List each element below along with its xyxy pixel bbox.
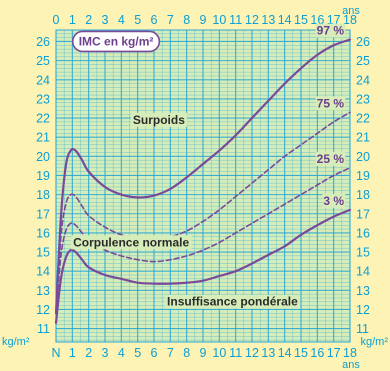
label-bg [315,23,346,38]
x-tick-top: 14 [278,13,292,27]
y-tick-left: 20 [36,150,50,164]
x-tick-bottom: 18 [343,346,357,360]
x-tick-bottom: 11 [229,346,242,360]
x-unit-top: ans [342,5,360,17]
y-tick-right: 15 [356,246,370,260]
x-tick-bottom: 16 [310,346,324,360]
x-tick-bottom: 3 [102,346,109,360]
percentile-3-curve [54,208,352,324]
zone-bg [165,294,301,309]
x-tick-bottom: 7 [167,346,174,360]
y-tick-left: 13 [36,284,50,298]
y-tick-right: 13 [356,284,370,298]
y-tick-right: 21 [356,131,370,145]
title-box [71,30,161,53]
x-unit-bottom: ans [342,359,360,371]
y-tick-right: 23 [356,92,370,106]
y-tick-left: 16 [36,226,50,240]
y-tick-right: 14 [356,265,370,279]
y-tick-right: 24 [356,73,370,87]
y-tick-right: 22 [356,112,370,126]
label-bg [315,96,346,111]
y-tick-left: 14 [36,265,50,279]
y-tick-left: 22 [36,112,50,126]
x-tick-top: 4 [118,13,125,27]
y-tick-right: 12 [356,303,370,317]
y-tick-right: 19 [356,169,370,183]
y-tick-left: 26 [36,35,50,49]
x-tick-bottom: 15 [294,346,308,360]
x-tick-top: 7 [167,13,174,27]
y-tick-left: 15 [36,246,50,260]
y-tick-right: 18 [356,188,370,202]
x-tick-bottom: 8 [183,346,190,360]
label-3: 3 % [323,194,344,208]
x-tick-top: 12 [245,13,259,27]
y-tick-right: 17 [356,207,370,221]
zone-bg [71,235,192,250]
y-tick-left: 19 [36,169,50,183]
label-75: 75 % [317,96,345,110]
y-tick-left: 25 [36,54,50,68]
y-tick-left: 11 [37,322,50,336]
x-tick-top: 17 [327,13,341,27]
x-tick-top: 1 [69,13,76,27]
axis-ticks: 0 1 2 3 4 5 6 7 8 9 10 11 12 13 14 15 16 17 18N 1 2 3 4 5 6 7 8 9 10… [2,5,388,371]
chart-labels: 97 % 75 % 25 % 3 % Surpoids Corpulence normal… [71,23,346,309]
y-tick-left: 21 [36,131,50,145]
chart-title: IMC en kg/m² [79,34,154,48]
y-tick-right: 11 [356,322,369,336]
label-25: 25 % [317,152,345,166]
zone-surpoids: Surpoids [133,113,185,127]
y-unit-right: kg/m² [361,336,389,348]
x-tick-bottom: 9 [200,346,207,360]
y-tick-left: 24 [36,73,50,87]
zone-bg [130,112,188,127]
x-tick-top: 10 [212,13,226,27]
x-tick-bottom: 6 [151,346,158,360]
x-tick-bottom: 13 [261,346,275,360]
y-tick-right: 20 [356,150,370,164]
x-tick-top: 0 [53,13,60,27]
x-tick-top: 3 [102,13,109,27]
x-tick-top: 15 [294,13,308,27]
x-tick-bottom: 2 [85,346,92,360]
y-tick-right: 16 [356,226,370,240]
x-tick-top: 16 [310,13,324,27]
y-tick-left: 17 [36,207,50,221]
x-tick-top: 11 [229,13,242,27]
x-tick-bottom: 10 [212,346,226,360]
x-tick-bottom: 5 [134,346,141,360]
x-tick-bottom: 12 [245,346,259,360]
label-bg [322,193,346,208]
y-tick-left: 18 [36,188,50,202]
y-unit-left: kg/m² [2,336,30,348]
x-tick-top: 2 [85,13,92,27]
x-tick-bottom: N [51,346,60,360]
y-tick-left: 23 [36,92,50,106]
x-tick-bottom: 1 [69,346,76,360]
label-97: 97 % [317,24,345,38]
x-tick-bottom: 17 [327,346,341,360]
x-tick-top: 5 [134,13,141,27]
plot-border [55,29,351,343]
y-tick-left: 12 [36,303,50,317]
zone-corpulence-normale: Corpulence normale [73,235,189,249]
x-tick-top: 13 [261,13,275,27]
percentile-25-curve [55,167,351,315]
x-tick-top: 9 [200,13,207,27]
x-tick-bottom: 14 [278,346,292,360]
label-bg [315,151,346,166]
x-tick-bottom: 4 [118,346,125,360]
x-tick-top: 6 [151,13,158,27]
x-tick-top: 18 [343,13,357,27]
x-tick-top: 8 [183,13,190,27]
y-tick-right: 25 [356,54,370,68]
y-tick-right: 26 [356,35,370,49]
zone-insuffisance-ponderale: Insuffisance pondérale [167,295,298,309]
percentile-97-curve [54,38,352,315]
